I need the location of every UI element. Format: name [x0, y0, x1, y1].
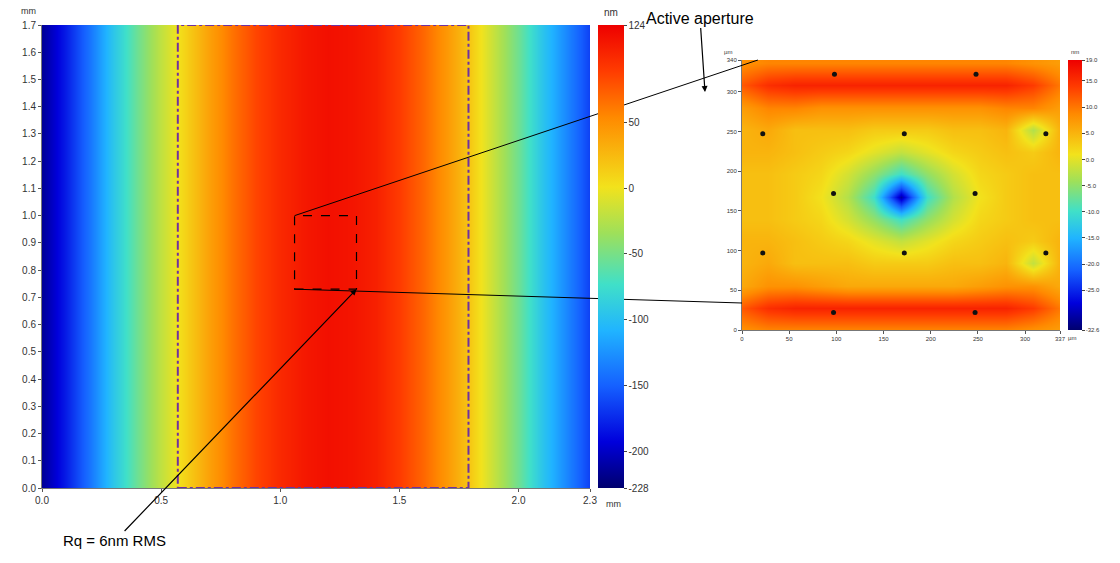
- svg-text:200: 200: [926, 336, 937, 342]
- svg-text:0.1: 0.1: [22, 455, 36, 466]
- svg-text:0: 0: [740, 336, 744, 342]
- svg-text:-32.6: -32.6: [1086, 327, 1100, 333]
- svg-text:1.6: 1.6: [22, 47, 36, 58]
- svg-text:50: 50: [629, 117, 641, 128]
- svg-text:1.4: 1.4: [22, 101, 36, 112]
- svg-text:Active aperture: Active aperture: [646, 10, 754, 27]
- svg-text:15.0: 15.0: [1086, 78, 1098, 84]
- svg-text:337: 337: [1055, 336, 1066, 342]
- svg-text:nm: nm: [1071, 49, 1079, 55]
- svg-text:0.0: 0.0: [22, 483, 36, 494]
- svg-text:2.0: 2.0: [512, 495, 526, 506]
- svg-text:0: 0: [629, 183, 635, 194]
- svg-text:0.4: 0.4: [22, 374, 36, 385]
- svg-text:340: 340: [727, 57, 738, 63]
- svg-text:0.3: 0.3: [22, 401, 36, 412]
- svg-text:0.2: 0.2: [22, 428, 36, 439]
- svg-text:19.0: 19.0: [1086, 57, 1098, 63]
- svg-text:1.3: 1.3: [22, 128, 36, 139]
- svg-text:50: 50: [730, 287, 737, 293]
- svg-text:1.2: 1.2: [22, 156, 36, 167]
- svg-text:200: 200: [727, 168, 738, 174]
- svg-text:300: 300: [727, 89, 738, 95]
- svg-text:1.0: 1.0: [22, 210, 36, 221]
- svg-text:-228: -228: [629, 483, 649, 494]
- svg-text:0: 0: [733, 327, 737, 333]
- svg-text:0.8: 0.8: [22, 265, 36, 276]
- svg-text:-5.0: -5.0: [1086, 183, 1097, 189]
- svg-text:300: 300: [1020, 336, 1031, 342]
- svg-text:5.0: 5.0: [1086, 130, 1095, 136]
- svg-text:-10.0: -10.0: [1086, 209, 1100, 215]
- svg-text:10.0: 10.0: [1086, 104, 1098, 110]
- svg-text:-15.0: -15.0: [1086, 235, 1100, 241]
- svg-text:-25.0: -25.0: [1086, 287, 1100, 293]
- svg-text:1.1: 1.1: [22, 183, 36, 194]
- svg-text:0.5: 0.5: [22, 346, 36, 357]
- svg-text:0.0: 0.0: [1086, 157, 1095, 163]
- svg-text:-50: -50: [629, 248, 644, 259]
- svg-text:100: 100: [831, 336, 842, 342]
- svg-text:0.6: 0.6: [22, 319, 36, 330]
- svg-text:Rq = 6nm RMS: Rq = 6nm RMS: [63, 532, 166, 549]
- svg-text:2.3: 2.3: [583, 495, 597, 506]
- svg-text:1.5: 1.5: [22, 74, 36, 85]
- svg-text:1.7: 1.7: [22, 20, 36, 31]
- svg-text:-150: -150: [629, 380, 649, 391]
- svg-text:250: 250: [727, 129, 738, 135]
- svg-text:150: 150: [727, 208, 738, 214]
- svg-text:0.0: 0.0: [35, 495, 49, 506]
- svg-text:0.5: 0.5: [154, 495, 168, 506]
- svg-text:µm: µm: [724, 49, 732, 55]
- svg-text:100: 100: [727, 248, 738, 254]
- svg-text:150: 150: [879, 336, 890, 342]
- svg-text:mm: mm: [606, 499, 621, 509]
- svg-text:1.0: 1.0: [273, 495, 287, 506]
- svg-text:nm: nm: [604, 7, 618, 18]
- svg-text:250: 250: [973, 336, 984, 342]
- svg-text:0.7: 0.7: [22, 292, 36, 303]
- svg-text:mm: mm: [21, 6, 36, 16]
- svg-text:µm: µm: [1068, 335, 1076, 341]
- svg-text:50: 50: [786, 336, 793, 342]
- svg-text:-20.0: -20.0: [1086, 261, 1100, 267]
- svg-text:-200: -200: [629, 446, 649, 457]
- svg-text:124: 124: [629, 20, 646, 31]
- svg-text:1.5: 1.5: [392, 495, 406, 506]
- svg-text:-100: -100: [629, 314, 649, 325]
- svg-text:0.9: 0.9: [22, 237, 36, 248]
